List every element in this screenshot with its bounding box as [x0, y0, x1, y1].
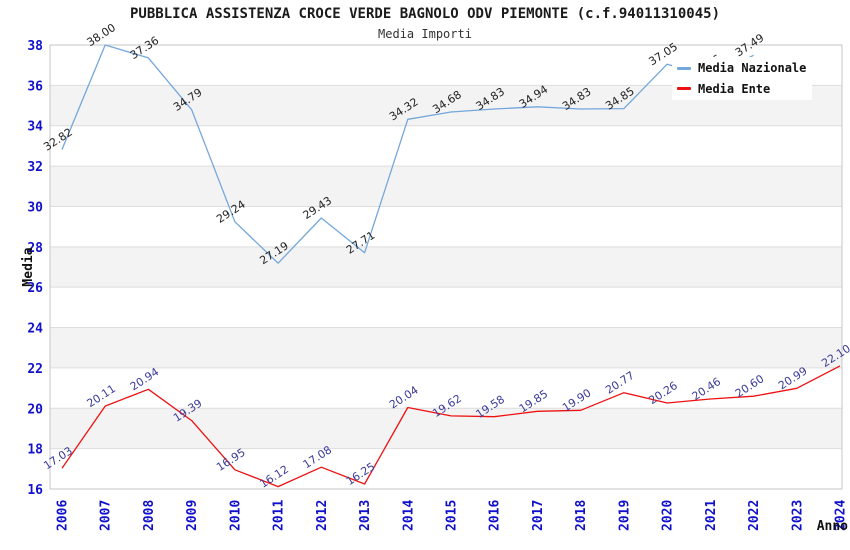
y-tick-label: 16 [27, 483, 43, 498]
y-tick-label: 30 [27, 200, 43, 215]
x-tick-label: 2024 [834, 500, 849, 531]
x-tick-label: 2021 [704, 500, 719, 531]
point-label: 37.49 [733, 31, 766, 59]
point-label: 16.25 [344, 460, 377, 488]
y-tick-label: 36 [27, 79, 43, 94]
x-tick-label: 2013 [358, 500, 373, 531]
point-label: 16.95 [214, 446, 247, 474]
chart-subtitle: Media Importi [378, 27, 472, 41]
legend-label: Media Nazionale [698, 61, 807, 76]
x-tick-label: 2023 [790, 500, 805, 531]
y-tick-label: 38 [27, 39, 43, 54]
chart-title: PUBBLICA ASSISTENZA CROCE VERDE BAGNOLO … [129, 6, 720, 22]
x-tick-label: 2016 [488, 500, 503, 531]
series-line [61, 44, 754, 264]
legend: Media Nazionale Media Ente [672, 57, 812, 100]
grid-band [50, 166, 842, 207]
x-tick-label: 2019 [617, 500, 632, 531]
y-tick-label: 22 [27, 362, 43, 377]
y-tick-label: 28 [27, 241, 43, 256]
y-tick-label: 34 [27, 120, 43, 135]
x-tick-label: 2010 [228, 500, 243, 531]
x-tick-label: 2022 [747, 500, 762, 531]
y-tick-label: 18 [27, 443, 43, 458]
x-tick-label: 2008 [142, 500, 157, 531]
x-tick-label: 2009 [185, 500, 200, 531]
legend-swatch [677, 66, 691, 70]
point-label: 20.94 [128, 365, 161, 393]
y-tick-label: 20 [27, 402, 43, 417]
series-line [61, 365, 841, 488]
y-tick-label: 26 [27, 281, 43, 296]
point-label: 37.36 [128, 34, 161, 62]
plot-border [49, 44, 843, 490]
legend-item: Media Nazionale [672, 59, 812, 77]
y-tick-label: 32 [27, 160, 43, 175]
x-tick-label: 2012 [315, 500, 330, 531]
grid-band [50, 246, 842, 288]
y-axis-title: Media [21, 247, 36, 286]
x-axis-title: Anno [817, 519, 848, 534]
point-label: 20.11 [85, 382, 118, 410]
x-tick-label: 2015 [445, 500, 460, 531]
x-tick-label: 2014 [401, 500, 416, 531]
x-tick-label: 2006 [56, 500, 71, 531]
x-tick-label: 2011 [272, 500, 287, 531]
x-tick-label: 2018 [574, 500, 589, 531]
point-label: 20.99 [776, 364, 809, 392]
grid-band [50, 327, 842, 368]
point-label: 16.12 [257, 463, 290, 491]
point-label: 32.82 [41, 126, 74, 154]
x-tick-label: 2007 [99, 500, 114, 531]
point-label: 20.77 [603, 369, 636, 397]
legend-swatch [677, 87, 691, 91]
y-tick-label: 24 [27, 322, 43, 337]
x-tick-label: 2017 [531, 500, 546, 531]
legend-item: Media Ente [672, 80, 812, 98]
legend-label: Media Ente [698, 81, 771, 96]
point-label: 20.04 [387, 384, 420, 412]
x-tick-label: 2020 [661, 500, 676, 531]
